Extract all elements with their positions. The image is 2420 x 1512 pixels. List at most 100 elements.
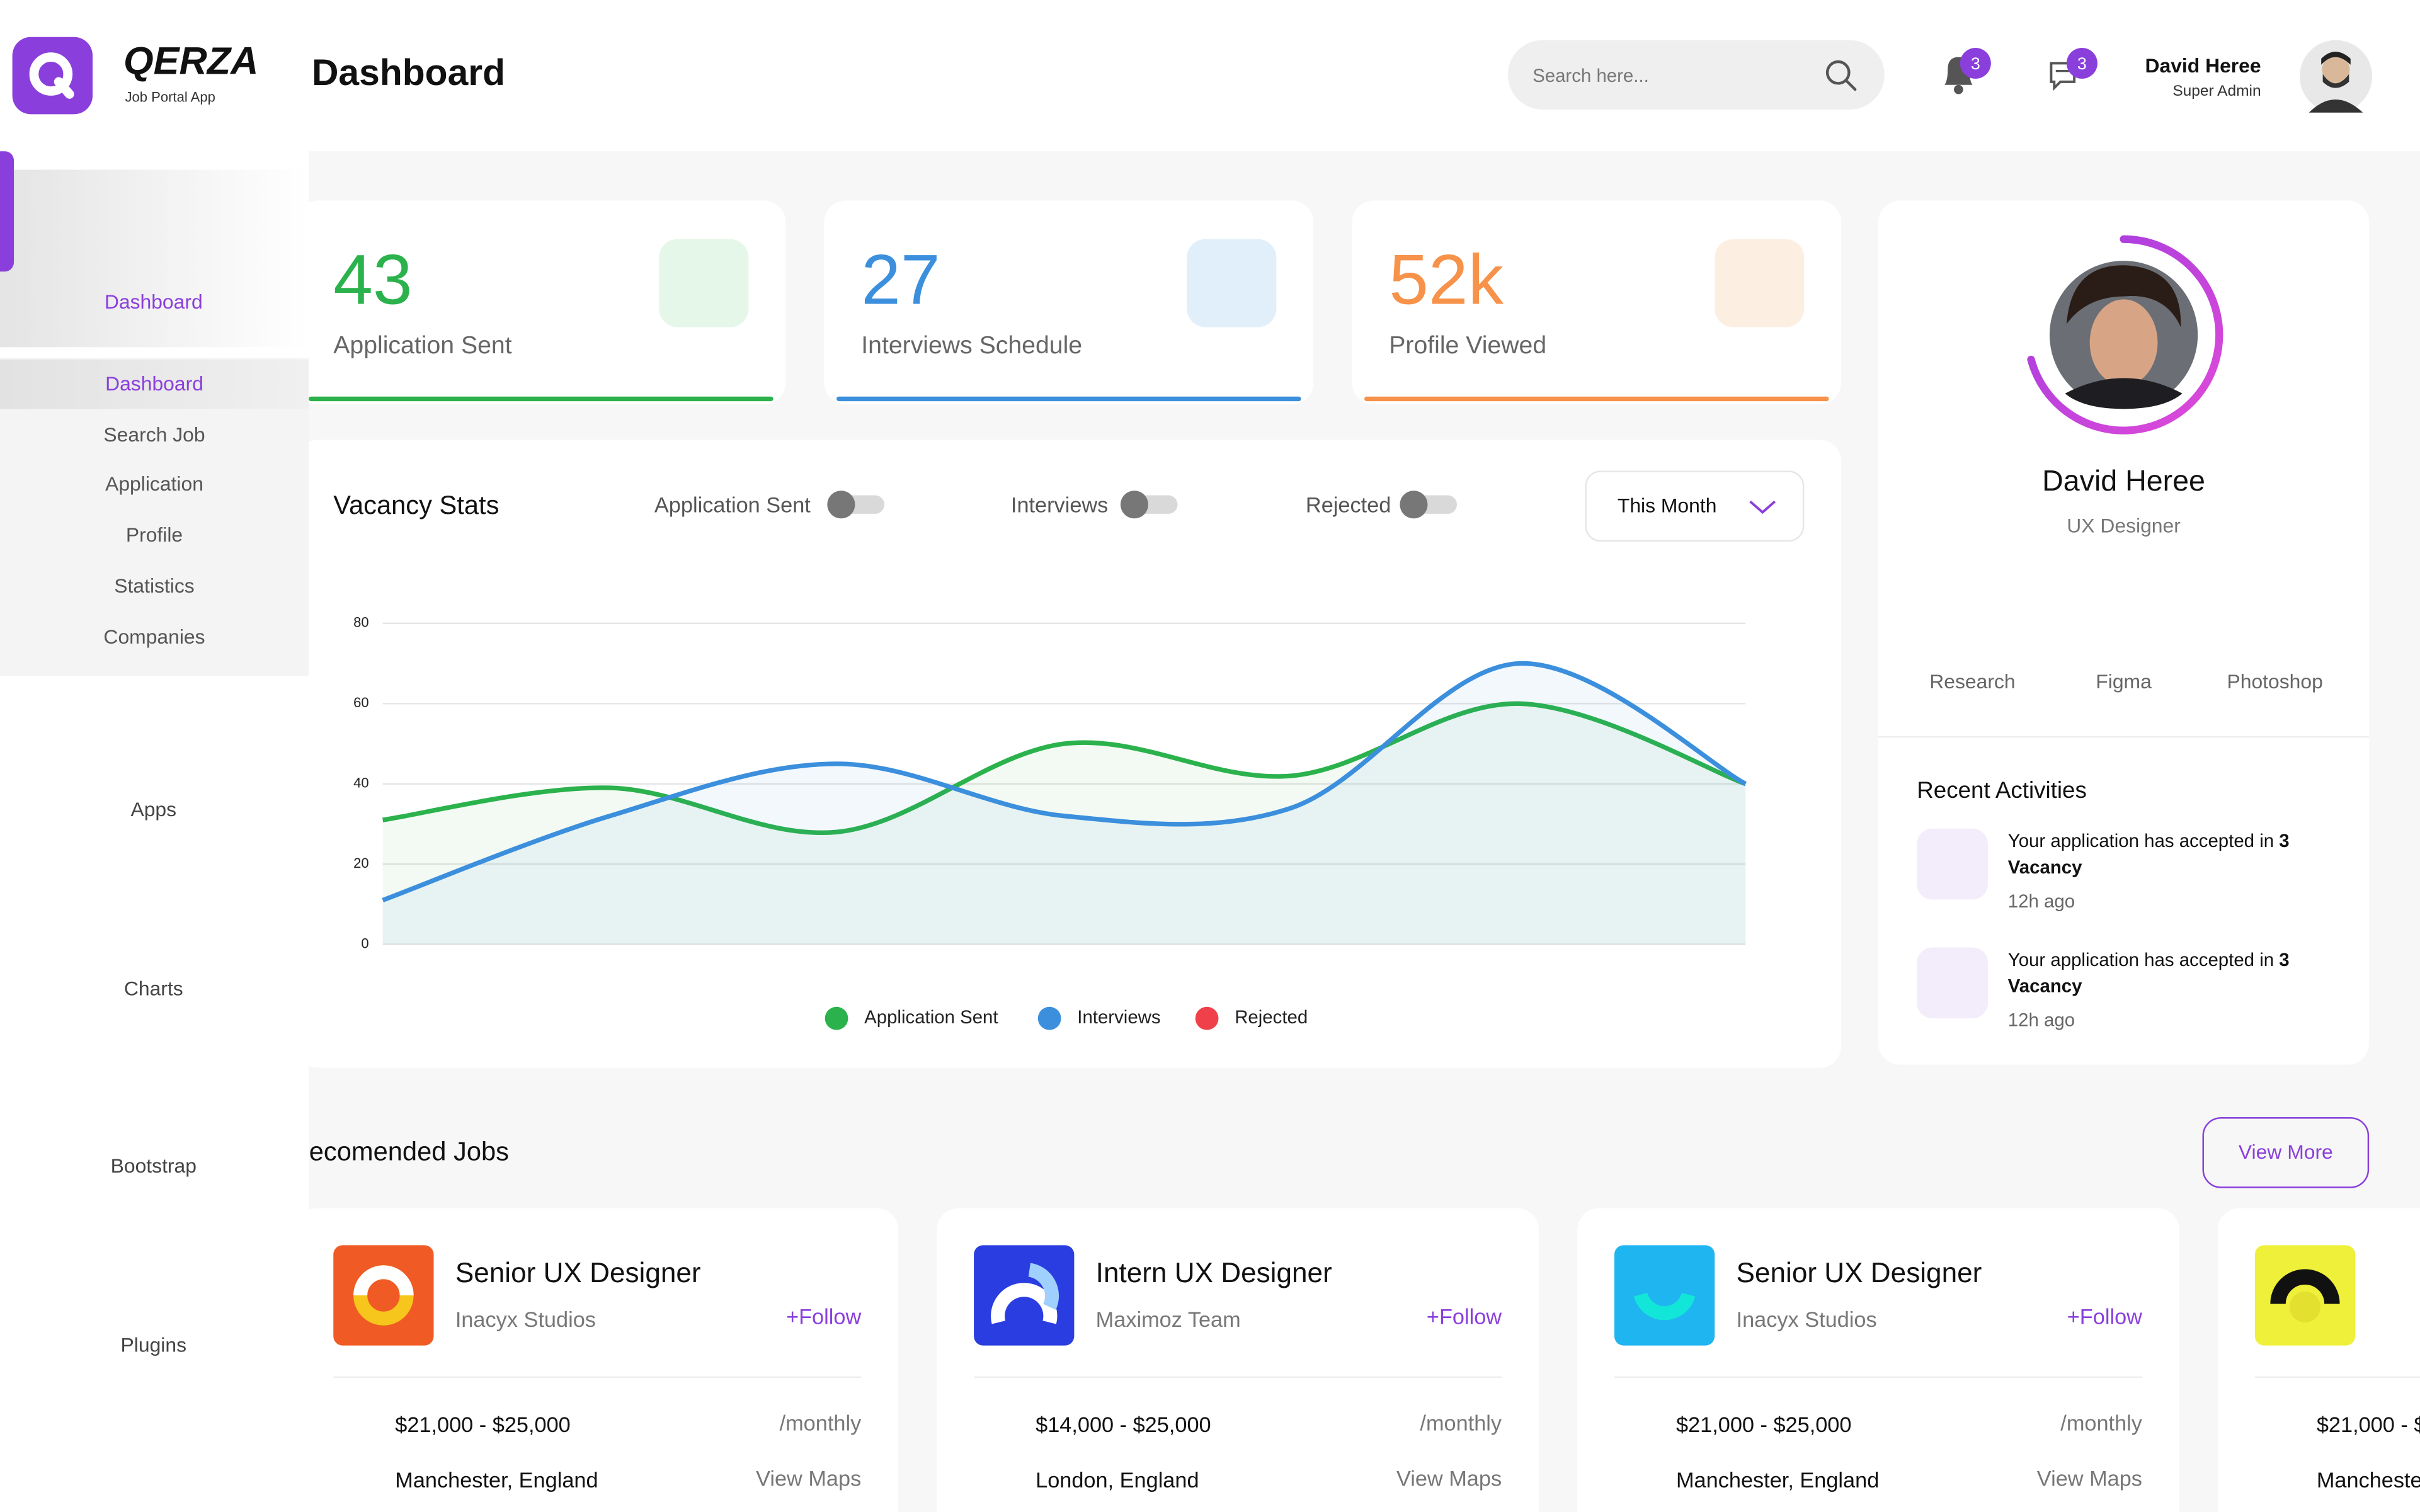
job-card[interactable]: Senior UX Designer Inacyx Studios +Follow $… (296, 1208, 899, 1512)
notifications[interactable]: 3 (1932, 43, 2004, 105)
icon-shape (139, 1444, 167, 1472)
icon-shape (140, 230, 147, 236)
follow-button[interactable]: +Follow (1426, 1304, 1502, 1329)
toggle-knob (1120, 491, 1148, 519)
skill-name: Figma (2096, 669, 2152, 693)
bag (1618, 1407, 1648, 1443)
user-name: David Heree (2145, 54, 2261, 77)
logo[interactable] (12, 37, 93, 115)
toggle-knob (1400, 491, 1428, 519)
tagline: Job Portal App (125, 89, 215, 105)
vacancy-title: Vacancy Stats (333, 491, 499, 520)
pin-hole (1628, 1470, 1638, 1480)
submenu-item[interactable]: Companies (103, 624, 205, 647)
stat-value: 43 (333, 239, 413, 320)
pin-hole (988, 1470, 997, 1480)
skill-dot (2244, 584, 2306, 647)
submenu-bg (0, 358, 309, 676)
submenu-item[interactable]: Dashboard (105, 372, 203, 395)
y-tick-label: 60 (353, 695, 369, 710)
user-avatar[interactable] (2299, 40, 2373, 113)
job-card[interactable]: $ $21,000 - $25,000 Manchester, England (2218, 1208, 2420, 1512)
activity-icon-box (1917, 828, 1988, 900)
submenu-item[interactable]: Application (105, 472, 203, 496)
profile-card: David Heree UX Designer 66% Research 31% Figm… (1878, 200, 2370, 1065)
company-logo (2254, 1245, 2356, 1346)
messages[interactable]: 3 (2040, 43, 2111, 105)
stat-value: 52k (1389, 239, 1504, 320)
job-title: Intern UX Designer (1095, 1257, 1332, 1288)
period-dropdown[interactable]: This Month (1585, 470, 1805, 542)
bag (977, 1407, 1008, 1443)
menu-item[interactable]: Bootstrap (110, 1154, 197, 1178)
job-card[interactable]: Senior UX Designer Inacyx Studios +Follow $… (1577, 1208, 2179, 1512)
company-logo (974, 1245, 1075, 1346)
divider (974, 1376, 1502, 1378)
toggle-switch[interactable] (1400, 491, 1458, 519)
view-maps-link[interactable]: View Maps (1396, 1465, 1502, 1491)
view-maps-link[interactable]: View Maps (2036, 1465, 2142, 1491)
legend-label: Application Sent (864, 1007, 998, 1028)
skill-value: 66% (1955, 606, 1989, 625)
view-more-button[interactable]: View More (2202, 1117, 2370, 1188)
icon-shape (146, 907, 156, 917)
icon-shape (134, 220, 171, 255)
salary: $21,000 - $25,000 (2316, 1411, 2420, 1437)
icon-shape (1747, 262, 1772, 287)
salary: $14,000 - $25,000 (1036, 1411, 1211, 1437)
submenu-active-bg (0, 359, 309, 409)
submenu-item[interactable]: Profile (125, 523, 183, 547)
divider (2254, 1376, 2420, 1378)
salary-period: /monthly (779, 1410, 862, 1435)
bag-symbol: $ (348, 1421, 355, 1435)
job-title: Senior UX Designer (1736, 1257, 1982, 1288)
toggle-label[interactable]: Interviews (1010, 492, 1109, 517)
icon-shape (141, 746, 164, 764)
activity-message: Your application has accepted in (2007, 830, 2274, 852)
submenu-item[interactable]: Statistics (114, 573, 195, 597)
legend-swatch (1037, 1006, 1061, 1030)
location: London, England (1036, 1467, 1199, 1492)
skill-name: Photoshop (2227, 669, 2323, 693)
activities-title: Recent Activities (1917, 777, 2087, 804)
menu-item[interactable]: Dashboard (104, 290, 203, 314)
series-area (382, 703, 1746, 945)
toggle-switch[interactable] (1120, 491, 1178, 519)
avatar-shirt (2065, 378, 2183, 409)
icon-shape (147, 1452, 159, 1464)
activity-icon-box (1917, 947, 1988, 1019)
profile-name: David Heree (2042, 465, 2205, 499)
menu-item[interactable]: Plugins (120, 1333, 187, 1356)
icon-shape (149, 1440, 156, 1448)
header: QERZA Job Portal App Dashboard Search he… (0, 0, 2420, 152)
stat-card: 43 Application Sent (296, 200, 786, 404)
toggle-label[interactable]: Rejected (1305, 492, 1391, 517)
company-name: Inacyx Studios (455, 1307, 596, 1332)
follow-button[interactable]: +Follow (2067, 1304, 2142, 1329)
company-name: Maximoz Team (1095, 1307, 1241, 1332)
legend-label: Rejected (1235, 1007, 1308, 1028)
toggle-switch[interactable] (827, 491, 884, 519)
search-box[interactable]: Search here... (1507, 40, 1885, 110)
avatar-face (2089, 299, 2158, 386)
submenu-item[interactable]: Search Job (103, 422, 205, 446)
stat-value: 27 (861, 239, 940, 320)
jobs-title: Recomended Jobs (290, 1137, 510, 1167)
icon-shape (134, 1263, 171, 1297)
bag-symbol: $ (989, 1421, 996, 1435)
location: Manchester, England (395, 1467, 598, 1492)
chevron (1749, 500, 1776, 514)
bag-symbol: $ (2270, 1421, 2277, 1435)
active-menu-bg (0, 169, 309, 348)
legend-label: Interviews (1077, 1007, 1160, 1028)
follow-button[interactable]: +Follow (786, 1304, 862, 1329)
pin-hole (2268, 1470, 2278, 1480)
pin-hole (347, 1470, 357, 1480)
menu-item[interactable]: Charts (123, 977, 183, 1000)
toggle-label[interactable]: Application Sent (654, 492, 811, 517)
stat-label: Application Sent (333, 333, 512, 360)
menu-item[interactable]: Apps (130, 797, 177, 821)
view-maps-link[interactable]: View Maps (756, 1465, 862, 1491)
job-card[interactable]: Intern UX Designer Maximoz Team +Follow $ $1… (937, 1208, 1539, 1512)
